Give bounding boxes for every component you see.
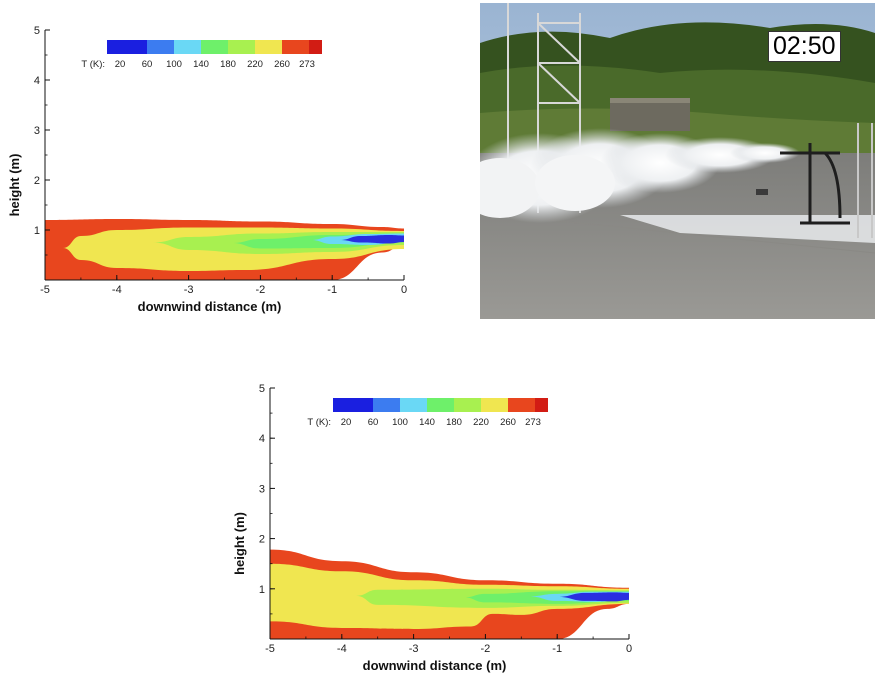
- y-tick-label: 5: [34, 25, 40, 37]
- temperature-contour-chart-bottom: -5 -4 -3 -2 -1 0 1 2 3 4 5 downwind distance (m) hei…: [232, 383, 632, 673]
- x-tick-label: -2: [256, 284, 266, 296]
- x-tick-label: -5: [40, 284, 50, 296]
- x-axis-title: downwind distance (m): [138, 299, 282, 314]
- legend-level-label: 100: [166, 59, 182, 70]
- contour-plot: [270, 549, 629, 639]
- contour-plot: [45, 219, 404, 280]
- legend-swatch: [201, 40, 228, 54]
- y-tick-label: 1: [34, 225, 40, 237]
- legend-level-label: 260: [500, 417, 516, 428]
- x-tick-label: -3: [409, 643, 419, 655]
- legend-swatch: [481, 398, 508, 412]
- y-tick-label: 4: [259, 433, 265, 445]
- legend-level-label: 140: [419, 417, 435, 428]
- axes: -5 -4 -3 -2 -1 0 1 2 3 4 5: [34, 25, 407, 296]
- legend-title: T (K):: [81, 59, 105, 70]
- vapor-cloud-scene: [480, 3, 875, 319]
- legend-title: T (K):: [307, 417, 331, 428]
- x-tick-label: -4: [337, 643, 347, 655]
- x-tick-label: -2: [481, 643, 491, 655]
- contour-band-20k: [339, 235, 404, 244]
- legend-swatch: [508, 398, 535, 412]
- x-tick-label: -1: [552, 643, 562, 655]
- y-tick-label: 3: [259, 483, 265, 495]
- y-tick-label: 3: [34, 125, 40, 137]
- release-rig: [780, 143, 850, 225]
- legend-level-label: 140: [193, 59, 209, 70]
- legend-swatch: [107, 40, 147, 54]
- legend-level-label: 180: [220, 59, 236, 70]
- x-tick-label: -5: [265, 643, 275, 655]
- legend-swatch: [174, 40, 201, 54]
- legend-level-label: 60: [368, 417, 379, 428]
- y-tick-label: 1: [259, 584, 265, 596]
- legend-swatch: [255, 40, 282, 54]
- legend-level-label: 60: [142, 59, 153, 70]
- legend-swatch: [309, 40, 322, 54]
- legend-swatch: [147, 40, 174, 54]
- temperature-contour-chart-top: -5 -4 -3 -2 -1 0 1 2 3 4 5 downwind distance (m) hei…: [7, 25, 407, 314]
- x-axis-title: downwind distance (m): [363, 658, 507, 673]
- legend-level-label: 100: [392, 417, 408, 428]
- axes: -5 -4 -3 -2 -1 0 1 2 3 4 5: [259, 383, 632, 655]
- legend-level-label: 220: [247, 59, 263, 70]
- legend-swatch: [427, 398, 454, 412]
- x-tick-label: 0: [401, 284, 407, 296]
- legend-level-label: 273: [525, 417, 541, 428]
- y-tick-label: 2: [259, 534, 265, 546]
- legend-level-label: 220: [473, 417, 489, 428]
- legend-swatch: [333, 398, 373, 412]
- field-test-photo: 02:50: [480, 3, 875, 319]
- y-axis-title: height (m): [7, 154, 22, 217]
- temperature-legend: T (K): 20 60 100 140 180 220 260 273: [307, 398, 548, 428]
- legend-swatch: [228, 40, 255, 54]
- legend-swatch: [373, 398, 400, 412]
- y-tick-label: 2: [34, 175, 40, 187]
- x-tick-label: -3: [184, 284, 194, 296]
- x-tick-label: -1: [327, 284, 337, 296]
- legend-level-label: 20: [115, 59, 126, 70]
- legend-swatch: [400, 398, 427, 412]
- x-tick-label: 0: [626, 643, 632, 655]
- legend-swatch: [454, 398, 481, 412]
- y-tick-label: 4: [34, 75, 40, 87]
- legend-swatch: [535, 398, 548, 412]
- x-tick-label: -4: [112, 284, 122, 296]
- vapor-cloud: [480, 128, 800, 223]
- legend-level-label: 260: [274, 59, 290, 70]
- legend-swatch: [282, 40, 309, 54]
- legend-level-label: 273: [299, 59, 315, 70]
- legend-level-label: 20: [341, 417, 352, 428]
- contour-band-20k: [557, 592, 629, 602]
- y-tick-label: 5: [259, 383, 265, 395]
- rig-frame: [857, 123, 873, 238]
- temperature-legend: T (K): 20 60 100 140 180 220 260 273: [81, 40, 322, 70]
- legend-level-label: 180: [446, 417, 462, 428]
- video-timestamp: 02:50: [768, 31, 841, 62]
- y-axis-title: height (m): [232, 512, 247, 575]
